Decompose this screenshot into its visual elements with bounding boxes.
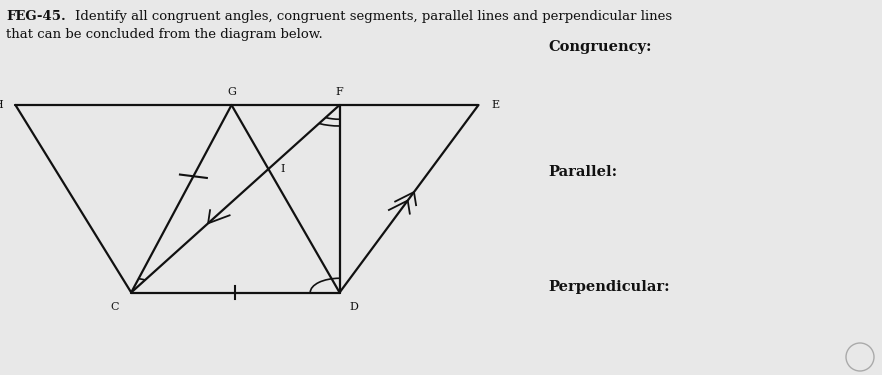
Text: I: I	[280, 164, 285, 174]
Text: E: E	[491, 100, 499, 110]
Text: FEG-45.: FEG-45.	[6, 10, 66, 23]
Text: that can be concluded from the diagram below.: that can be concluded from the diagram b…	[6, 28, 323, 41]
Text: Perpendicular:: Perpendicular:	[548, 280, 669, 294]
Text: C: C	[110, 303, 118, 312]
Text: H: H	[0, 100, 4, 110]
Text: Parallel:: Parallel:	[548, 165, 617, 179]
Text: D: D	[349, 303, 358, 312]
Text: G: G	[227, 87, 236, 97]
Text: Identify all congruent angles, congruent segments, parallel lines and perpendicu: Identify all congruent angles, congruent…	[75, 10, 672, 23]
Text: Congruency:: Congruency:	[548, 40, 652, 54]
Text: F: F	[336, 87, 343, 97]
